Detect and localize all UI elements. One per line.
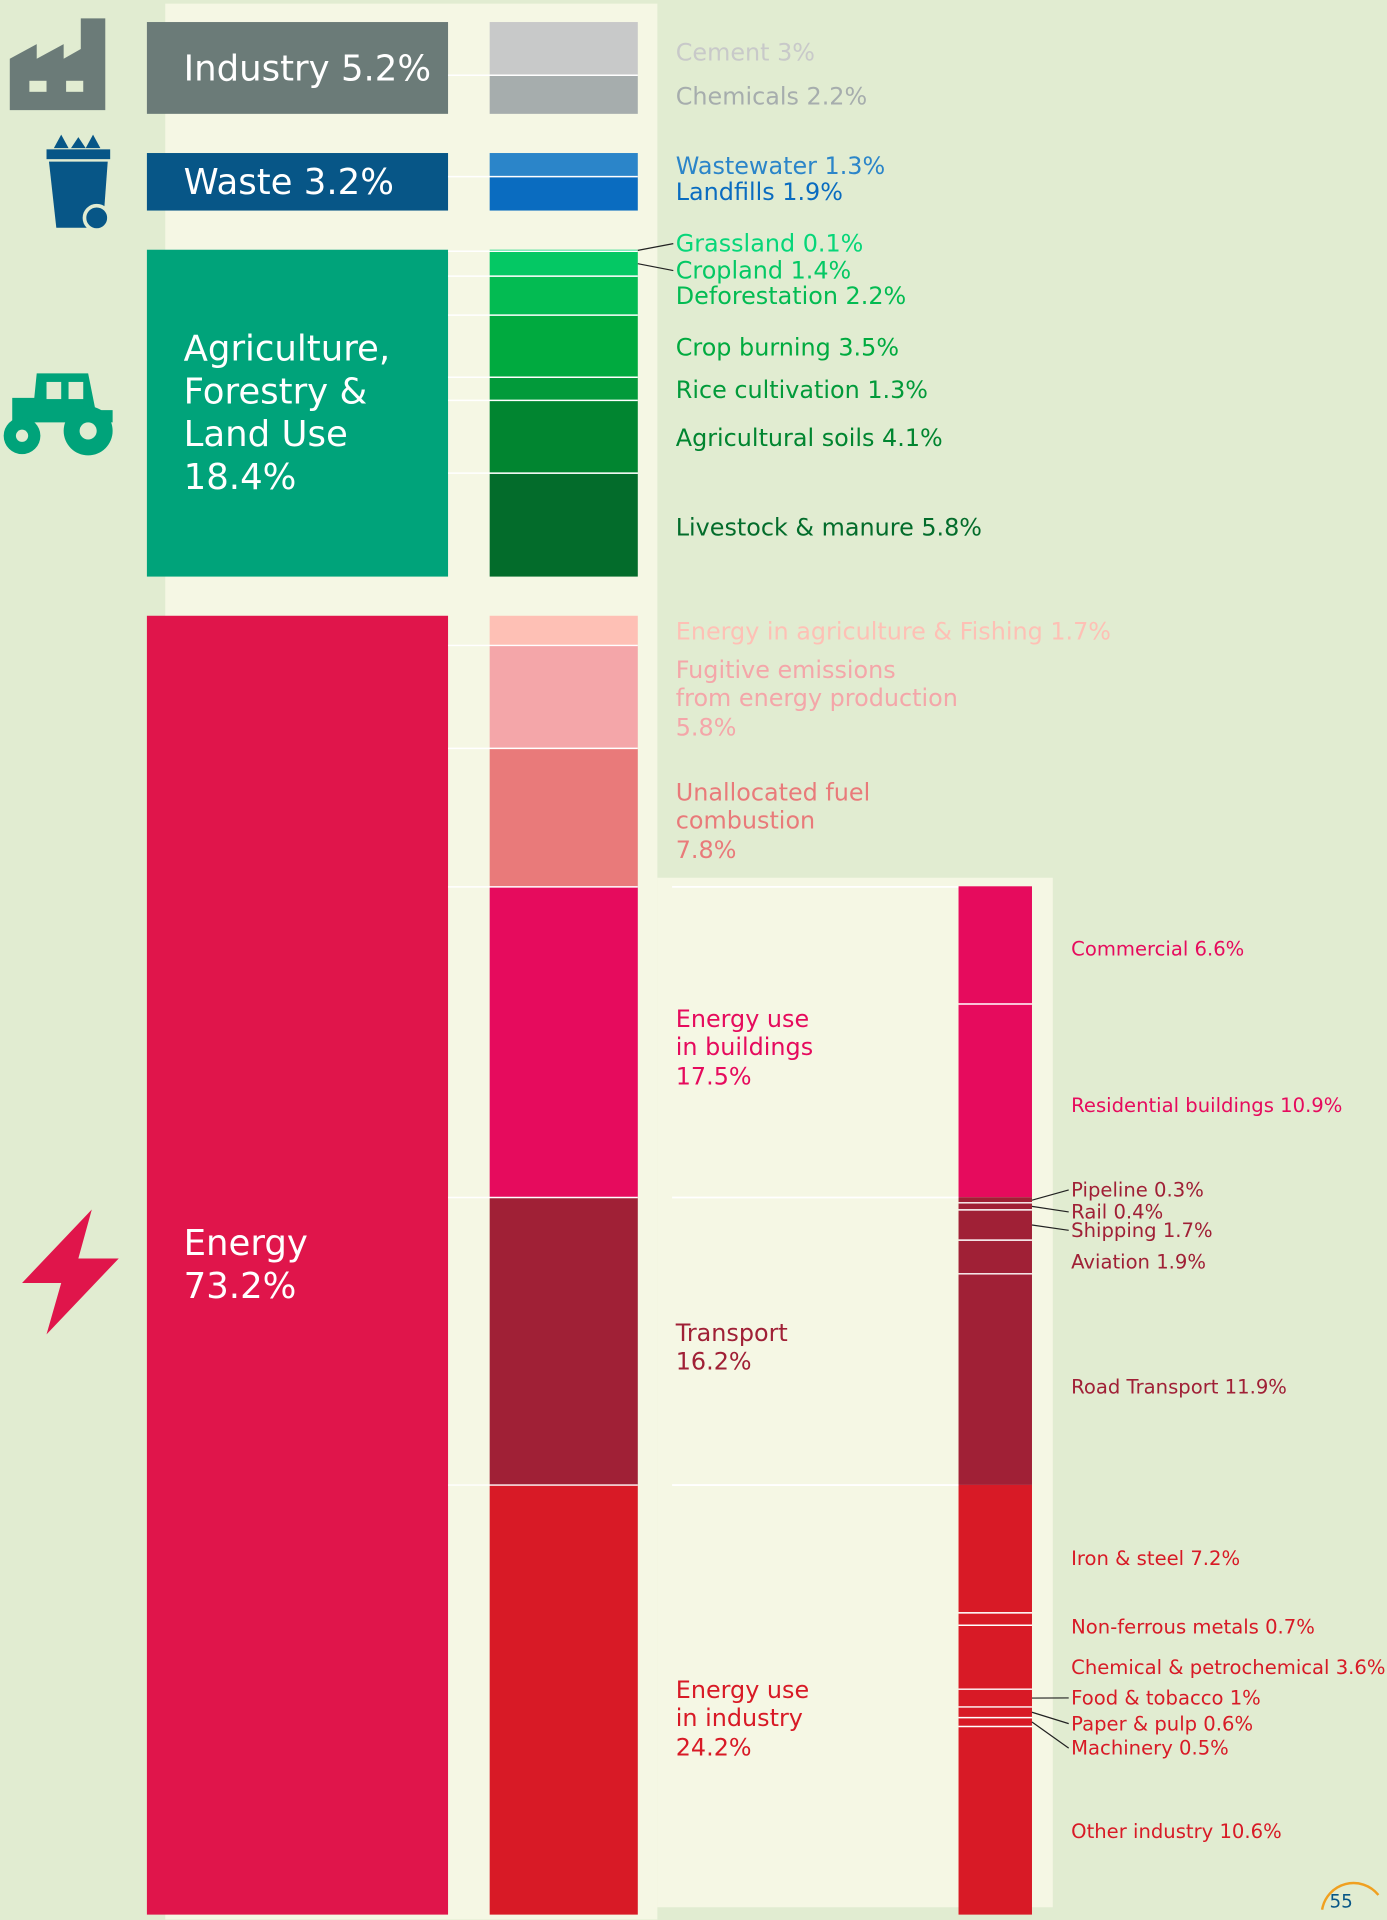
- leader-line: [1032, 1206, 1069, 1212]
- leader-line: [1032, 1190, 1069, 1200]
- bolt-icon: [22, 1209, 119, 1334]
- tractor-icon: [4, 373, 113, 455]
- leader-line: [1032, 1225, 1069, 1230]
- leader-line: [1032, 1712, 1069, 1723]
- leader-line: [638, 264, 674, 271]
- leader-line: [638, 244, 674, 251]
- leader-line: [1032, 1722, 1069, 1748]
- factory-icon: [10, 18, 105, 110]
- page-number-ring: [1322, 1883, 1378, 1910]
- bin-icon: [47, 135, 111, 230]
